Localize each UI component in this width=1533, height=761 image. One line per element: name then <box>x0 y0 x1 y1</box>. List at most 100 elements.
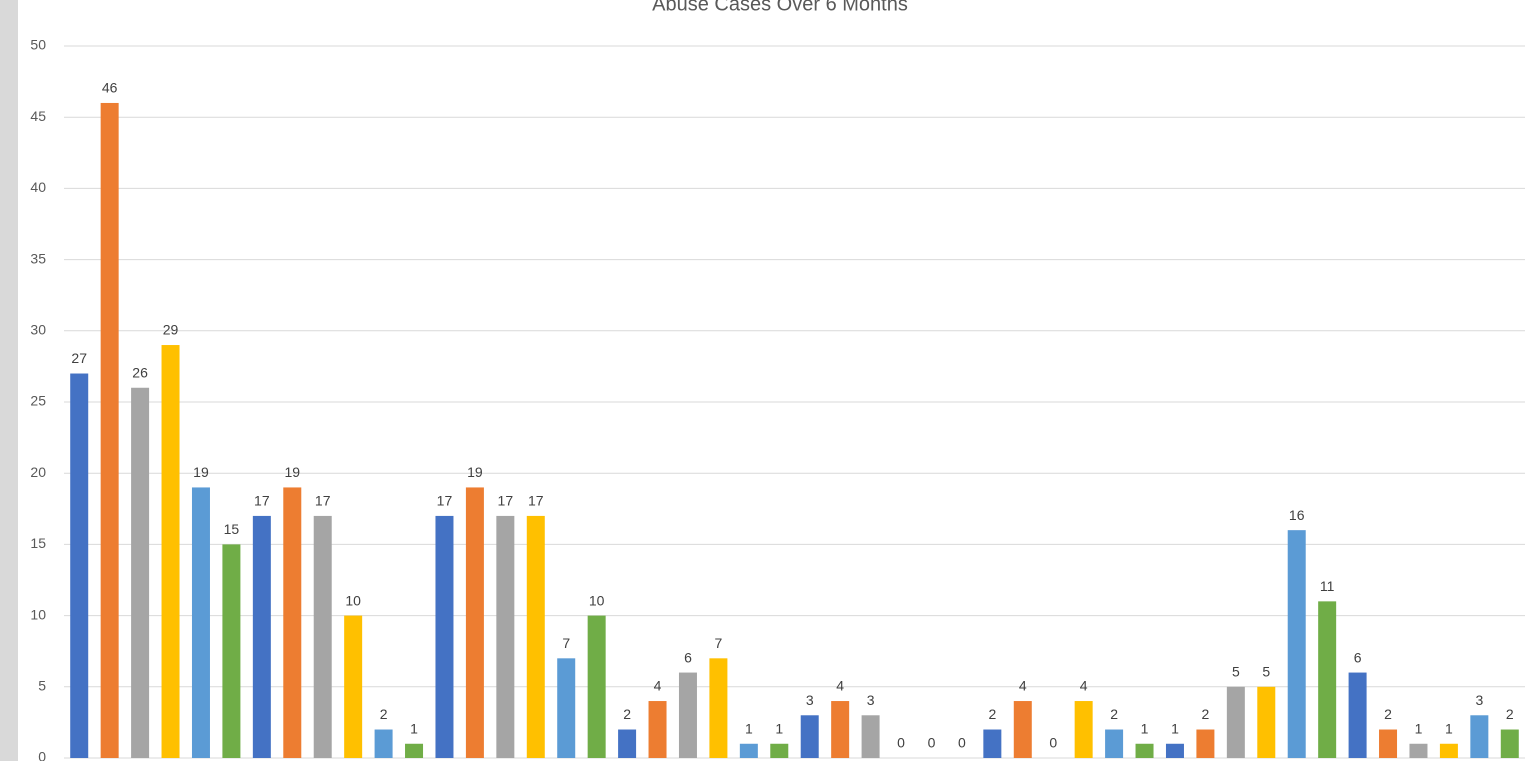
data-label: 1 <box>1141 720 1149 736</box>
bar <box>496 515 515 758</box>
data-label: 10 <box>345 592 361 608</box>
data-label: 17 <box>528 493 544 509</box>
data-label: 1 <box>1445 720 1453 736</box>
bar <box>678 672 697 758</box>
y-tick-label: 40 <box>30 179 46 195</box>
data-label: 2 <box>1506 706 1514 722</box>
bar <box>344 615 363 758</box>
y-tick-label: 20 <box>30 464 46 480</box>
bar <box>983 729 1002 758</box>
data-label: 19 <box>284 464 300 480</box>
bar <box>618 729 637 758</box>
bar <box>222 544 241 758</box>
bar <box>1013 701 1032 758</box>
bar <box>526 515 545 758</box>
data-label: 3 <box>1475 692 1483 708</box>
data-label: 17 <box>498 493 514 509</box>
data-label: 2 <box>623 706 631 722</box>
data-label: 46 <box>102 80 118 96</box>
side-strip <box>0 0 18 761</box>
bar <box>770 743 789 758</box>
bar <box>1318 601 1337 758</box>
data-label: 7 <box>562 635 570 651</box>
bar <box>70 373 89 758</box>
bar <box>1135 743 1154 758</box>
data-label: 1 <box>1415 720 1423 736</box>
bar <box>1379 729 1398 758</box>
data-label: 2 <box>1202 706 1210 722</box>
data-label: 0 <box>958 735 966 751</box>
data-label: 5 <box>1232 664 1240 680</box>
y-tick-label: 50 <box>30 37 46 53</box>
data-label: 1 <box>410 720 418 736</box>
data-label: 26 <box>132 364 148 380</box>
bar <box>131 387 150 758</box>
bar <box>283 487 302 758</box>
bar <box>1196 729 1215 758</box>
y-tick-label: 35 <box>30 250 46 266</box>
data-label: 1 <box>1171 720 1179 736</box>
data-label: 17 <box>437 493 453 509</box>
bar <box>1470 715 1489 758</box>
bar <box>557 658 576 758</box>
data-label: 2 <box>1110 706 1118 722</box>
data-label: 16 <box>1289 507 1305 523</box>
bar <box>1439 743 1458 758</box>
y-tick-label: 30 <box>30 322 46 338</box>
bar <box>1165 743 1184 758</box>
data-label: 27 <box>71 350 87 366</box>
data-label: 1 <box>745 720 753 736</box>
bar <box>191 487 210 758</box>
bar <box>861 715 880 758</box>
bar <box>1409 743 1428 758</box>
bar <box>1074 701 1093 758</box>
data-label: 0 <box>1049 735 1057 751</box>
bar <box>313 515 332 758</box>
y-tick-label: 0 <box>38 749 46 761</box>
y-tick-label: 45 <box>30 108 46 124</box>
data-label: 4 <box>654 678 662 694</box>
data-label: 2 <box>1384 706 1392 722</box>
data-label: 1 <box>775 720 783 736</box>
bar <box>435 515 454 758</box>
bar <box>1348 672 1367 758</box>
data-label: 17 <box>315 493 331 509</box>
bar <box>587 615 606 758</box>
data-label: 6 <box>684 649 692 665</box>
data-label: 29 <box>163 322 179 338</box>
bar <box>1287 530 1306 758</box>
bar <box>1500 729 1519 758</box>
data-label: 4 <box>836 678 844 694</box>
bar <box>100 102 119 758</box>
data-label: 17 <box>254 493 270 509</box>
bar <box>739 743 758 758</box>
data-label: 0 <box>928 735 936 751</box>
data-label: 5 <box>1262 664 1270 680</box>
bar <box>1226 686 1245 758</box>
data-label: 2 <box>380 706 388 722</box>
bar <box>831 701 850 758</box>
data-label: 11 <box>1320 578 1335 594</box>
y-tick-label: 15 <box>30 535 46 551</box>
bar <box>1105 729 1124 758</box>
y-tick-label: 10 <box>30 606 46 622</box>
bar <box>161 345 180 758</box>
data-label: 3 <box>867 692 875 708</box>
data-label: 10 <box>589 592 605 608</box>
data-label: 19 <box>467 464 483 480</box>
data-label: 6 <box>1354 649 1362 665</box>
bar <box>800 715 819 758</box>
data-label: 4 <box>1080 678 1088 694</box>
data-label: 2 <box>988 706 996 722</box>
bar <box>465 487 484 758</box>
data-label: 15 <box>224 521 240 537</box>
data-label: 7 <box>715 635 723 651</box>
data-label: 0 <box>897 735 905 751</box>
bar <box>648 701 667 758</box>
bar <box>1257 686 1276 758</box>
bar <box>405 743 424 758</box>
chart-title: Abuse Cases Over 6 Months <box>652 0 908 15</box>
data-label: 19 <box>193 464 209 480</box>
bar <box>374 729 393 758</box>
